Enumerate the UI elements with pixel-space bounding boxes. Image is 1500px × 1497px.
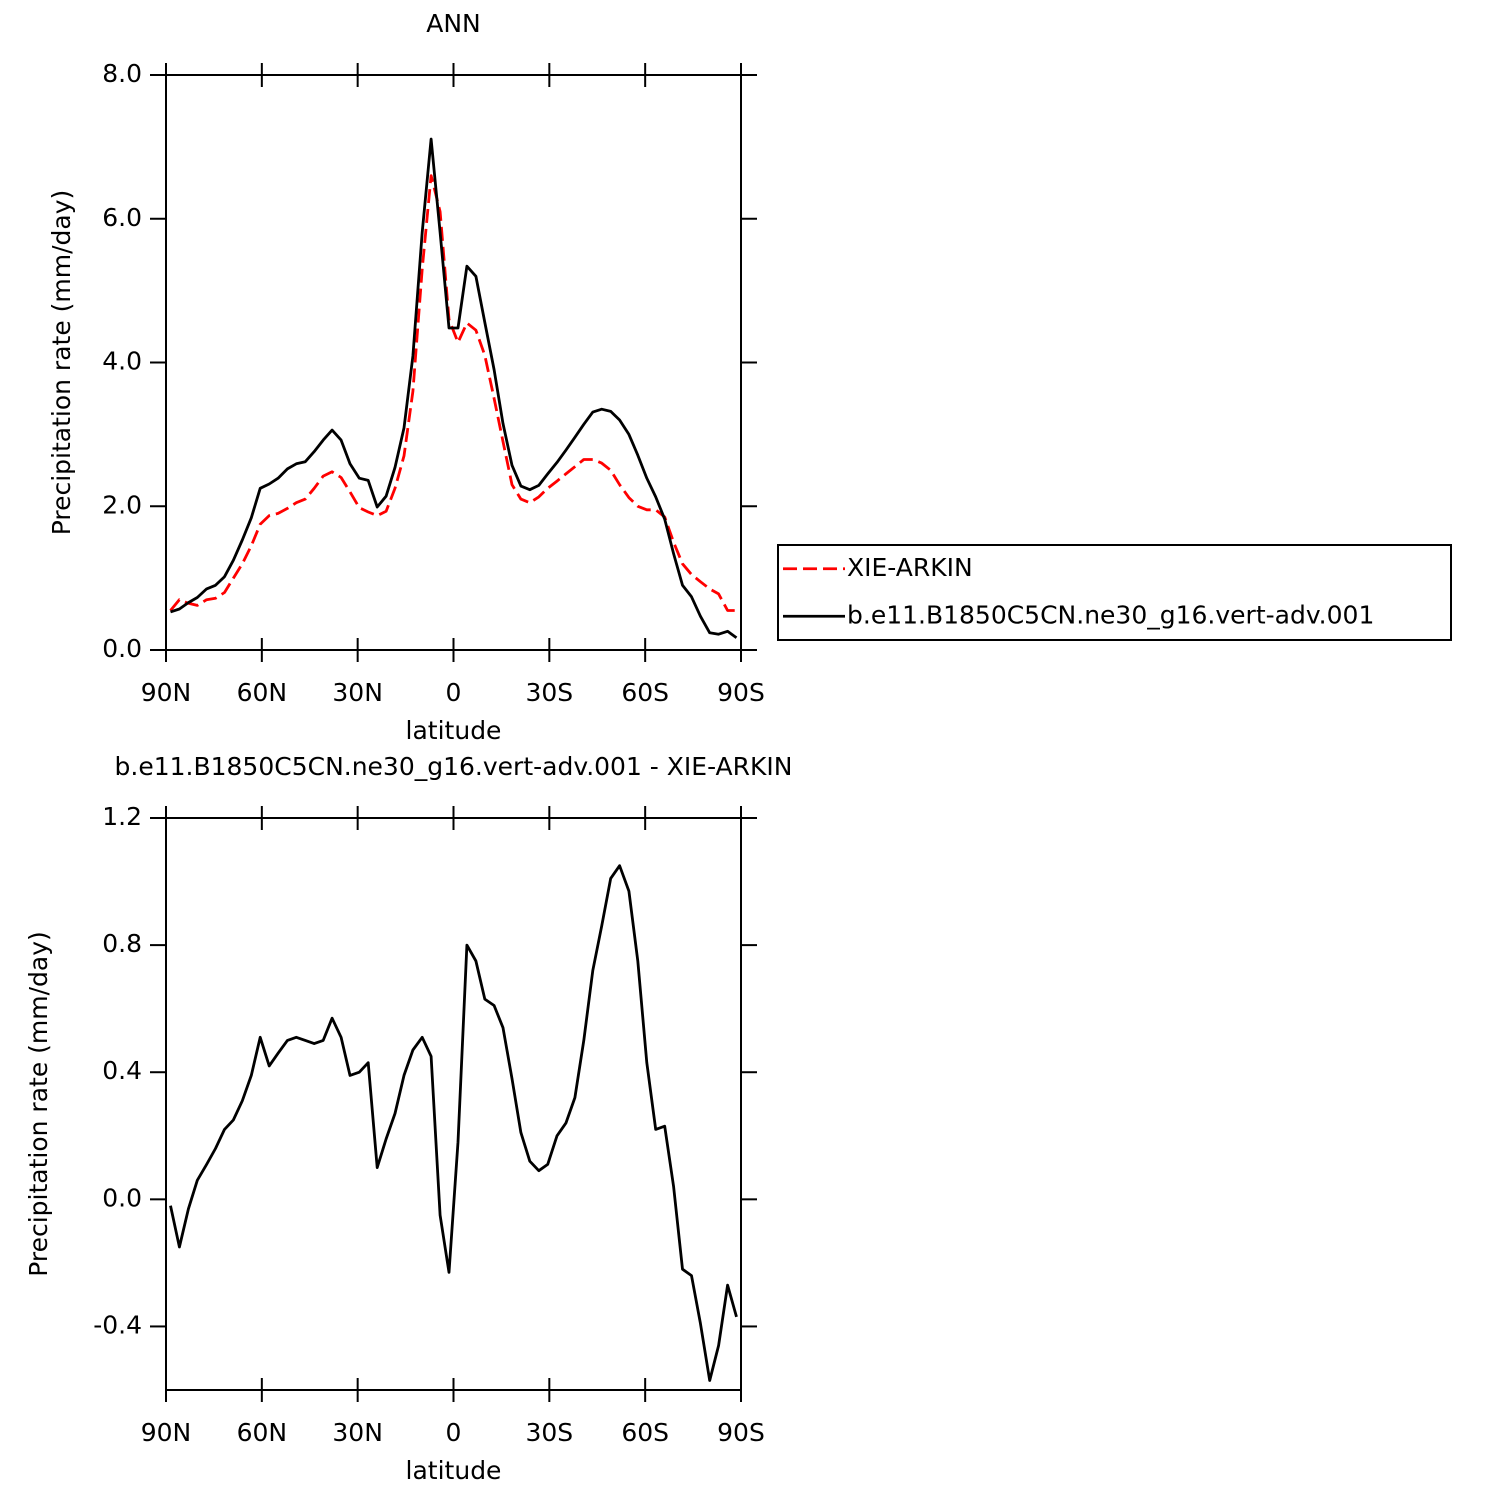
- chart-title: ANN: [426, 9, 481, 38]
- y-axis-label: Precipitation rate (mm/day): [47, 190, 76, 536]
- legend-label: XIE-ARKIN: [847, 553, 973, 582]
- x-tick-label: 90N: [141, 678, 192, 707]
- x-tick-label: 90S: [717, 1418, 765, 1447]
- y-tick-label: 4.0: [102, 347, 142, 376]
- x-tick-label: 60N: [237, 678, 288, 707]
- plot-frame: [165, 74, 742, 651]
- plot-frame: [165, 817, 742, 1391]
- x-tick-label: 60N: [237, 1418, 288, 1447]
- x-tick-label: 0: [446, 678, 462, 707]
- legend-box: [777, 544, 1452, 641]
- y-tick-label: 1.2: [102, 802, 142, 831]
- x-tick-label: 30N: [332, 678, 383, 707]
- y-tick-label: 8.0: [102, 59, 142, 88]
- x-axis-label: latitude: [406, 1456, 502, 1485]
- x-tick-label: 30S: [525, 1418, 573, 1447]
- y-tick-label: 0.4: [102, 1056, 142, 1085]
- x-tick-label: 60S: [621, 678, 669, 707]
- y-tick-label: 0.0: [102, 634, 142, 663]
- x-tick-label: 0: [446, 1418, 462, 1447]
- x-tick-label: 30S: [525, 678, 573, 707]
- x-tick-label: 60S: [621, 1418, 669, 1447]
- data-line: [169, 174, 737, 612]
- data-line: [169, 864, 738, 1382]
- chart-title: b.e11.B1850C5CN.ne30_g16.vert-adv.001 - …: [115, 752, 793, 781]
- x-tick-label: 90S: [717, 678, 765, 707]
- y-tick-label: 6.0: [102, 203, 142, 232]
- legend-label: b.e11.B1850C5CN.ne30_g16.vert-adv.001: [847, 600, 1374, 629]
- data-line: [170, 137, 738, 639]
- y-tick-label: 0.0: [102, 1183, 142, 1212]
- y-axis-label: Precipitation rate (mm/day): [24, 931, 53, 1277]
- x-tick-label: 30N: [332, 1418, 383, 1447]
- x-tick-label: 90N: [141, 1418, 192, 1447]
- y-tick-label: 2.0: [102, 490, 142, 519]
- y-tick-label: 0.8: [102, 929, 142, 958]
- x-axis-label: latitude: [406, 716, 502, 745]
- y-tick-label: -0.4: [93, 1310, 142, 1339]
